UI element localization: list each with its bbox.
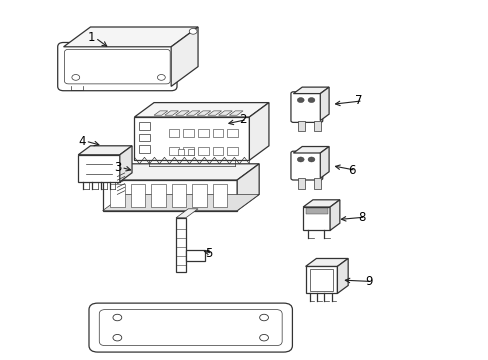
- Bar: [183, 147, 194, 155]
- Circle shape: [113, 314, 122, 321]
- Polygon shape: [293, 147, 328, 153]
- FancyBboxPatch shape: [89, 303, 292, 352]
- Bar: [178, 149, 184, 155]
- Bar: [139, 134, 150, 141]
- Polygon shape: [218, 111, 232, 115]
- Polygon shape: [337, 258, 347, 293]
- Text: 5: 5: [205, 247, 212, 260]
- Polygon shape: [175, 111, 189, 115]
- Bar: [134, 117, 249, 160]
- Bar: [78, 155, 120, 182]
- FancyBboxPatch shape: [290, 151, 322, 180]
- Bar: [212, 147, 223, 155]
- Text: 4: 4: [78, 135, 85, 148]
- Bar: [139, 145, 150, 153]
- Polygon shape: [329, 200, 339, 230]
- Polygon shape: [229, 111, 243, 115]
- Circle shape: [307, 98, 314, 103]
- Text: 7: 7: [355, 94, 362, 107]
- Bar: [309, 269, 333, 291]
- Polygon shape: [176, 209, 198, 218]
- Bar: [303, 207, 329, 230]
- Polygon shape: [78, 146, 132, 155]
- Bar: [171, 184, 186, 207]
- Polygon shape: [298, 178, 305, 189]
- Bar: [212, 129, 223, 137]
- Bar: [139, 122, 150, 130]
- FancyBboxPatch shape: [99, 310, 282, 346]
- Polygon shape: [176, 218, 185, 272]
- Text: 2: 2: [239, 113, 246, 126]
- Circle shape: [259, 334, 268, 341]
- Polygon shape: [185, 250, 205, 261]
- Bar: [188, 149, 194, 155]
- Polygon shape: [171, 27, 198, 86]
- Text: 1: 1: [88, 31, 95, 44]
- Bar: [102, 180, 237, 211]
- Polygon shape: [320, 147, 328, 178]
- Bar: [130, 184, 145, 207]
- Bar: [168, 147, 179, 155]
- Polygon shape: [102, 194, 259, 211]
- Polygon shape: [298, 121, 305, 131]
- Polygon shape: [207, 111, 221, 115]
- Polygon shape: [305, 258, 347, 266]
- Circle shape: [307, 157, 314, 162]
- Polygon shape: [320, 87, 328, 121]
- Circle shape: [72, 75, 80, 80]
- Bar: [151, 184, 165, 207]
- Bar: [183, 129, 194, 137]
- Bar: [305, 208, 327, 214]
- Polygon shape: [313, 121, 320, 131]
- Bar: [110, 184, 124, 207]
- Polygon shape: [186, 111, 200, 115]
- Polygon shape: [164, 111, 178, 115]
- Bar: [227, 147, 238, 155]
- Circle shape: [259, 314, 268, 321]
- Text: 8: 8: [358, 211, 365, 224]
- Polygon shape: [313, 178, 320, 189]
- Text: 3: 3: [114, 161, 121, 174]
- Polygon shape: [154, 111, 167, 115]
- Text: 6: 6: [348, 164, 355, 177]
- Text: 9: 9: [365, 275, 372, 288]
- FancyBboxPatch shape: [64, 49, 170, 84]
- Bar: [192, 184, 206, 207]
- Polygon shape: [134, 103, 268, 117]
- Polygon shape: [120, 146, 132, 182]
- Polygon shape: [102, 164, 259, 180]
- Bar: [305, 266, 337, 293]
- Circle shape: [113, 334, 122, 341]
- Circle shape: [297, 157, 304, 162]
- FancyBboxPatch shape: [290, 92, 322, 122]
- Circle shape: [157, 75, 165, 80]
- Bar: [168, 129, 179, 137]
- Bar: [227, 129, 238, 137]
- Bar: [212, 184, 227, 207]
- Circle shape: [189, 28, 197, 34]
- FancyBboxPatch shape: [58, 42, 177, 91]
- Polygon shape: [303, 200, 339, 207]
- Polygon shape: [249, 103, 268, 160]
- Circle shape: [297, 98, 304, 103]
- Polygon shape: [63, 27, 198, 47]
- Polygon shape: [237, 164, 259, 211]
- Polygon shape: [293, 87, 328, 94]
- Polygon shape: [197, 111, 210, 115]
- Bar: [198, 147, 208, 155]
- Bar: [198, 129, 208, 137]
